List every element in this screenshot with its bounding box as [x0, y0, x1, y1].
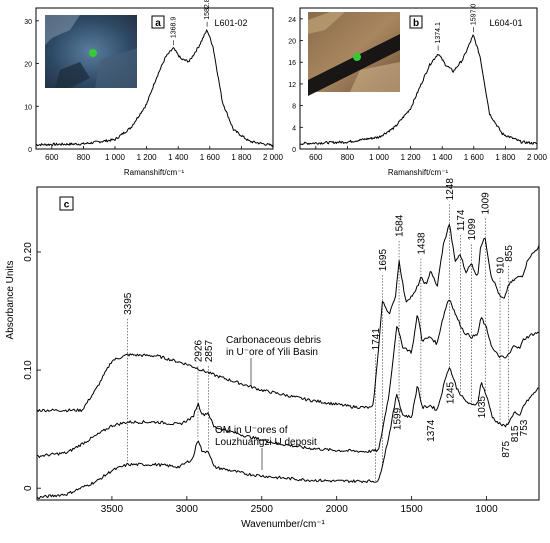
panel-b-marker: [353, 53, 361, 61]
b-xtick-label: 1 200: [401, 153, 422, 162]
c-bottom-peak-label: 1245: [445, 381, 456, 404]
panel-a-marker: [89, 49, 97, 57]
c-ytick-label: 0.10: [23, 360, 34, 380]
a-peak-label: 1582.8: [204, 0, 211, 20]
a-ytick-label: 20: [24, 62, 32, 69]
annotation-om-line1: OM in U⁻ores of: [215, 425, 288, 436]
panel-c-label-box: [59, 196, 74, 211]
a-xtick-label: 1 600: [200, 153, 221, 162]
panel-a-sample: L601-02: [214, 18, 247, 28]
c-bottom-peak-label: 1599: [392, 407, 403, 430]
c-ytick-label: 0.20: [23, 242, 34, 262]
panel-a-spectrum: [35, 29, 274, 147]
a-xtick-label: 600: [45, 153, 59, 162]
c-top-peak-label: 1741: [371, 328, 382, 351]
c-xtick-label: 2500: [251, 504, 274, 515]
a-ytick-label: 0: [28, 147, 32, 154]
a-xtick-label: 1 400: [168, 153, 189, 162]
c-top-peak-label: 1438: [416, 232, 427, 255]
annotation-om-line2: Louzhuangzi U deposit: [215, 437, 317, 448]
c-top-peak-label: 1009: [481, 192, 492, 215]
b-xtick-label: 600: [309, 153, 323, 162]
panel-c: 3500 3000 2500 2000 1500 1000 0 0.10 0.20 3395 29…: [5, 178, 540, 530]
panel-b-xlabel: Ramanshift/cm⁻¹: [388, 168, 449, 177]
panel-c-series-red: [36, 299, 540, 458]
b-peak-label: 1597.0: [470, 4, 477, 26]
c-xtick-label: 3500: [101, 504, 124, 515]
panel-c-label: c: [64, 200, 70, 211]
c-top-peak-label: 1174: [456, 209, 467, 231]
b-ytick-label: 24: [288, 17, 296, 24]
c-top-peak-label: 2857: [204, 339, 215, 362]
panel-a-xlabel: Ramanshift/cm⁻¹: [124, 168, 185, 177]
c-bottom-peak-label: 815: [510, 425, 521, 442]
a-xtick-label: 1 800: [231, 153, 252, 162]
c-bottom-peak-label: 1374: [426, 419, 437, 442]
a-ytick-label: 10: [24, 104, 32, 111]
panel-a-inset-photo: [45, 15, 137, 88]
b-xtick-label: 1 000: [369, 153, 390, 162]
b-ytick-label: 12: [288, 82, 296, 89]
panel-a-label-box: [151, 15, 165, 29]
b-ytick-label: 20: [288, 39, 296, 46]
c-xtick-label: 1000: [475, 504, 498, 515]
panel-b-label: b: [413, 18, 419, 29]
b-xtick-label: 1 400: [432, 153, 453, 162]
c-ytick-label: 0: [23, 485, 34, 491]
panel-c-series-black: [36, 223, 540, 413]
c-top-peak-label: 3395: [123, 292, 134, 315]
annotation-carbonaceous-line1: Carbonaceous debris: [226, 335, 321, 346]
c-top-peak-label: 1584: [395, 214, 406, 237]
panel-c-xlabel: Wavenumber/cm⁻¹: [241, 519, 325, 530]
b-ytick-label: 8: [292, 104, 296, 111]
a-ytick-label: 30: [24, 19, 32, 26]
c-top-peak-label: 910: [496, 256, 507, 273]
panel-a: 600 800 1 000 1 200 1 400 1 600 1 800 2 000 0 10 2…: [24, 0, 283, 177]
panel-b: 600 800 1 000 1 200 1 400 1 600 1 800 2 000 0 4 8 1…: [288, 4, 547, 177]
b-xtick-label: 800: [341, 153, 355, 162]
c-top-peak-label: 855: [504, 245, 515, 262]
panel-a-frame: [35, 7, 274, 150]
c-bottom-peak-label: 875: [501, 441, 512, 458]
a-peak-label: 1368.9: [170, 17, 177, 39]
annotation-carbonaceous-line2: in U⁻ore of Yili Basin: [226, 347, 318, 358]
c-bottom-peak-label: 753: [519, 419, 530, 436]
b-ytick-label: 16: [288, 60, 296, 67]
c-top-peak-label: 1099: [467, 218, 478, 241]
b-peak-label: 1374.1: [435, 22, 442, 44]
panel-c-ylabel: Absorbance Units: [5, 261, 16, 340]
b-xtick-label: 2 000: [527, 153, 548, 162]
panel-c-series-blue: [36, 367, 540, 499]
panel-a-label: a: [155, 18, 161, 29]
a-xtick-label: 2 000: [263, 153, 284, 162]
b-ytick-label: 0: [292, 147, 296, 154]
panel-b-spectrum: [299, 34, 538, 146]
b-xtick-label: 1 800: [495, 153, 516, 162]
panel-b-frame: [299, 7, 538, 150]
b-ytick-label: 4: [292, 125, 296, 132]
c-top-peak-label: 1695: [378, 249, 389, 272]
panel-c-frame: [36, 186, 540, 501]
a-xtick-label: 1 000: [105, 153, 126, 162]
c-bottom-peak-label: 1035: [477, 396, 488, 419]
c-xtick-label: 3000: [176, 504, 199, 515]
panel-b-inset-photo: [308, 12, 400, 96]
c-xtick-label: 1500: [401, 504, 424, 515]
panel-b-label-box: [409, 15, 423, 29]
a-xtick-label: 800: [77, 153, 91, 162]
c-top-peak-label: 2926: [193, 339, 204, 362]
b-xtick-label: 1 600: [464, 153, 485, 162]
panel-b-sample: L604-01: [489, 18, 522, 28]
a-xtick-label: 1 200: [137, 153, 158, 162]
c-xtick-label: 2000: [326, 504, 349, 515]
c-top-peak-label: 1248: [445, 178, 456, 201]
